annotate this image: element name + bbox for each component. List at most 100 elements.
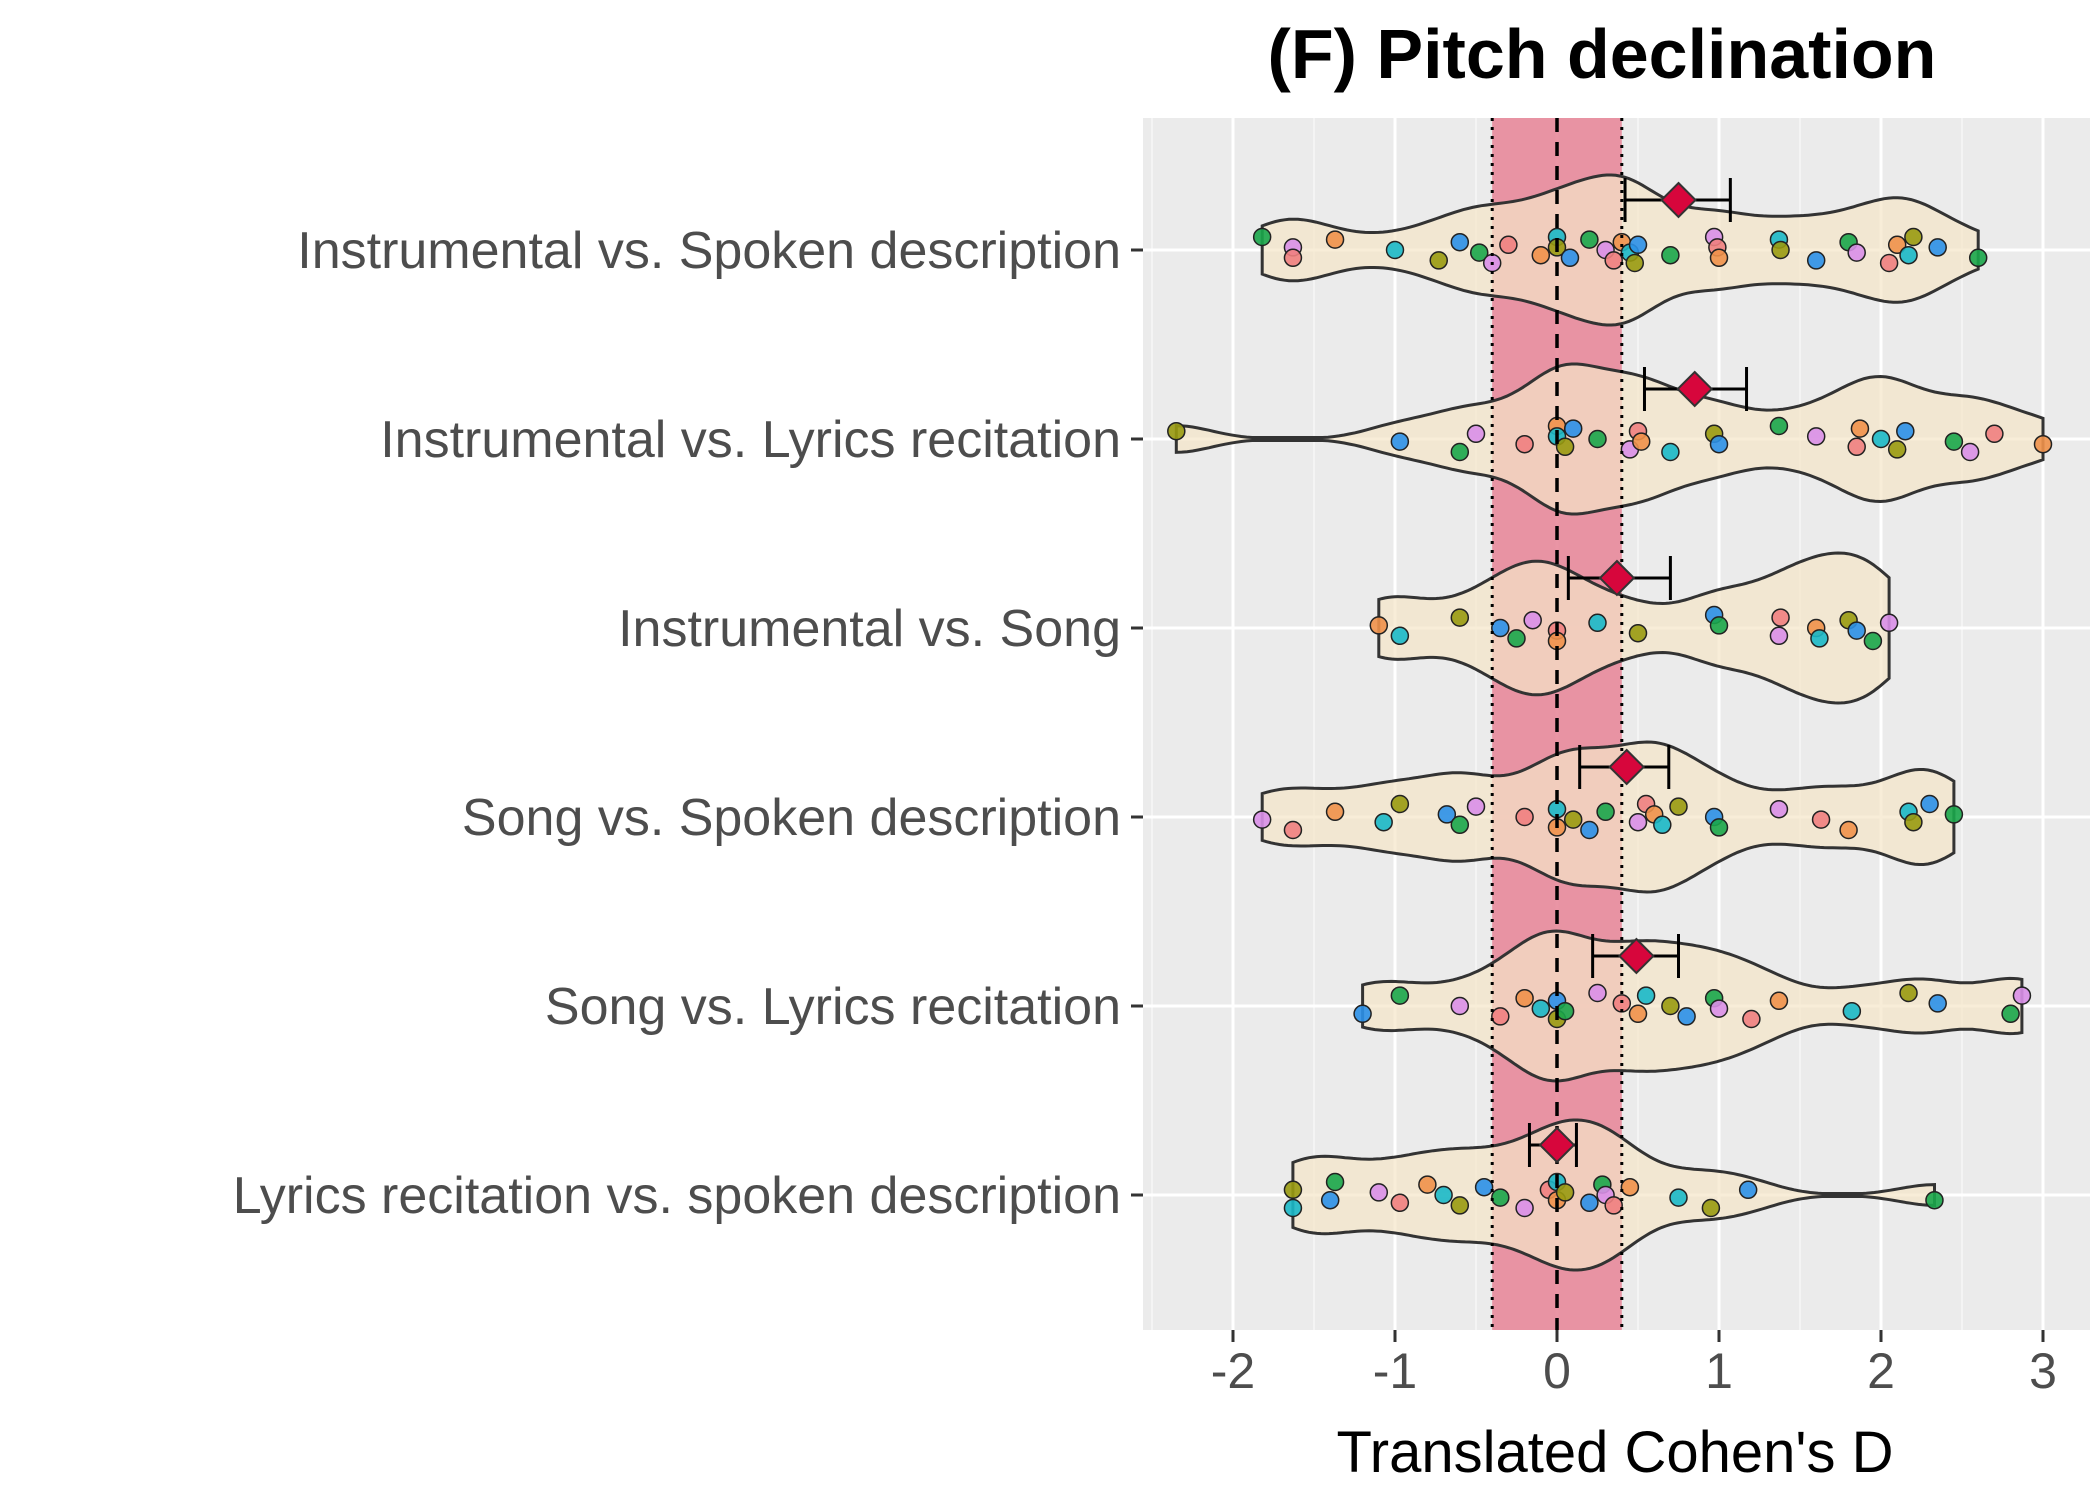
data-point [1628, 812, 1648, 832]
data-point [1563, 810, 1583, 829]
data-point [1653, 815, 1672, 835]
data-point [1434, 1185, 1453, 1205]
data-point [1283, 1198, 1303, 1218]
data-point [1960, 442, 1980, 462]
data-point [1628, 235, 1648, 255]
mean-marker [1676, 370, 1714, 408]
violin [1361, 929, 2024, 1083]
data-point [1604, 1196, 1623, 1215]
data-point [1390, 1193, 1410, 1213]
data-point [1928, 238, 1947, 257]
data-point [1369, 616, 1389, 635]
data-point [1625, 253, 1645, 273]
data-point [1620, 1177, 1640, 1197]
data-point [1369, 1183, 1389, 1202]
data-point [1628, 623, 1648, 643]
data-point [1811, 810, 1831, 829]
x-axis-title: Translated Cohen's D [1337, 1420, 1894, 1485]
mean-marker [1538, 1126, 1576, 1164]
data-point [1588, 429, 1607, 449]
data-point [1390, 986, 1410, 1005]
data-point [1555, 1001, 1575, 1021]
data-point [1709, 616, 1729, 635]
data-point [1636, 986, 1656, 1005]
data-point [1896, 421, 1915, 441]
mean-marker [1617, 937, 1655, 975]
data-point [1374, 812, 1393, 832]
data-point [1669, 1188, 1688, 1207]
x-tick-label: 2 [1867, 1343, 1895, 1399]
data-point [1523, 610, 1542, 630]
data-point [1474, 1177, 1494, 1197]
data-point [1596, 802, 1615, 822]
x-tick-label: 0 [1543, 1343, 1571, 1399]
data-point [1709, 434, 1729, 454]
data-point [1580, 230, 1599, 249]
data-point [1899, 245, 1918, 265]
data-point [1283, 248, 1303, 268]
data-point [1842, 1001, 1862, 1021]
data-point [1968, 248, 1988, 268]
data-point [2033, 434, 2053, 454]
data-point [1450, 815, 1470, 835]
data-point [1944, 432, 1964, 451]
data-point [1450, 232, 1470, 252]
data-point [1507, 629, 1526, 648]
data-point [1604, 251, 1623, 270]
mean-marker [1660, 181, 1697, 219]
data-point [1385, 240, 1405, 260]
data-point [1325, 1172, 1345, 1192]
data-point [1450, 442, 1470, 462]
data-point [1738, 1180, 1758, 1200]
data-point [1325, 230, 1345, 249]
data-point [1555, 437, 1575, 457]
data-point [1320, 1190, 1340, 1210]
data-point [1904, 812, 1923, 832]
data-point [1588, 983, 1607, 1003]
data-point [1531, 245, 1551, 265]
data-point [1499, 235, 1518, 255]
data-point [1806, 427, 1826, 446]
data-point [1429, 251, 1448, 270]
data-point [1661, 442, 1680, 462]
y-tick-label: Instrumental vs. Song [618, 600, 1121, 658]
data-point [1904, 227, 1923, 247]
axes: -2 -1 0 1 2 3 Instrumental vs. Spoken descript… [233, 222, 2057, 1399]
data-point [1769, 991, 1789, 1011]
data-point [1769, 799, 1789, 819]
data-point [1871, 429, 1891, 449]
data-point [1283, 1180, 1303, 1200]
data-point [1390, 626, 1410, 646]
data-point [1555, 1183, 1575, 1202]
data-point [1847, 437, 1866, 457]
data-point [1515, 1198, 1534, 1218]
data-point [1588, 613, 1607, 633]
data-point [1560, 248, 1580, 268]
data-point [2012, 986, 2032, 1005]
data-point [1879, 253, 1899, 273]
data-point [1580, 820, 1599, 840]
data-point [1563, 419, 1583, 438]
data-point [1515, 988, 1534, 1008]
data-point [1469, 243, 1489, 262]
data-point [1863, 631, 1883, 651]
data-point [1709, 818, 1729, 837]
data-point [1677, 1007, 1696, 1026]
violin [1174, 362, 2045, 516]
data-point [1450, 608, 1470, 627]
point-layer [1167, 227, 2053, 1218]
data-point [1769, 416, 1789, 436]
data-point [1466, 797, 1486, 816]
x-tick-label: -2 [1211, 1343, 1255, 1399]
data-point [1810, 629, 1829, 648]
data-point [1390, 432, 1410, 451]
data-point [1879, 613, 1899, 633]
data-point [1450, 996, 1470, 1016]
data-point [1167, 421, 1186, 441]
y-tick-label: Song vs. Spoken description [462, 789, 1121, 847]
data-point [1631, 432, 1651, 451]
data-point [1839, 820, 1858, 840]
y-tick-label: Instrumental vs. Lyrics recitation [380, 411, 1121, 469]
data-point [1920, 794, 1939, 814]
chart-title: (F) Pitch declination [1268, 15, 1937, 93]
